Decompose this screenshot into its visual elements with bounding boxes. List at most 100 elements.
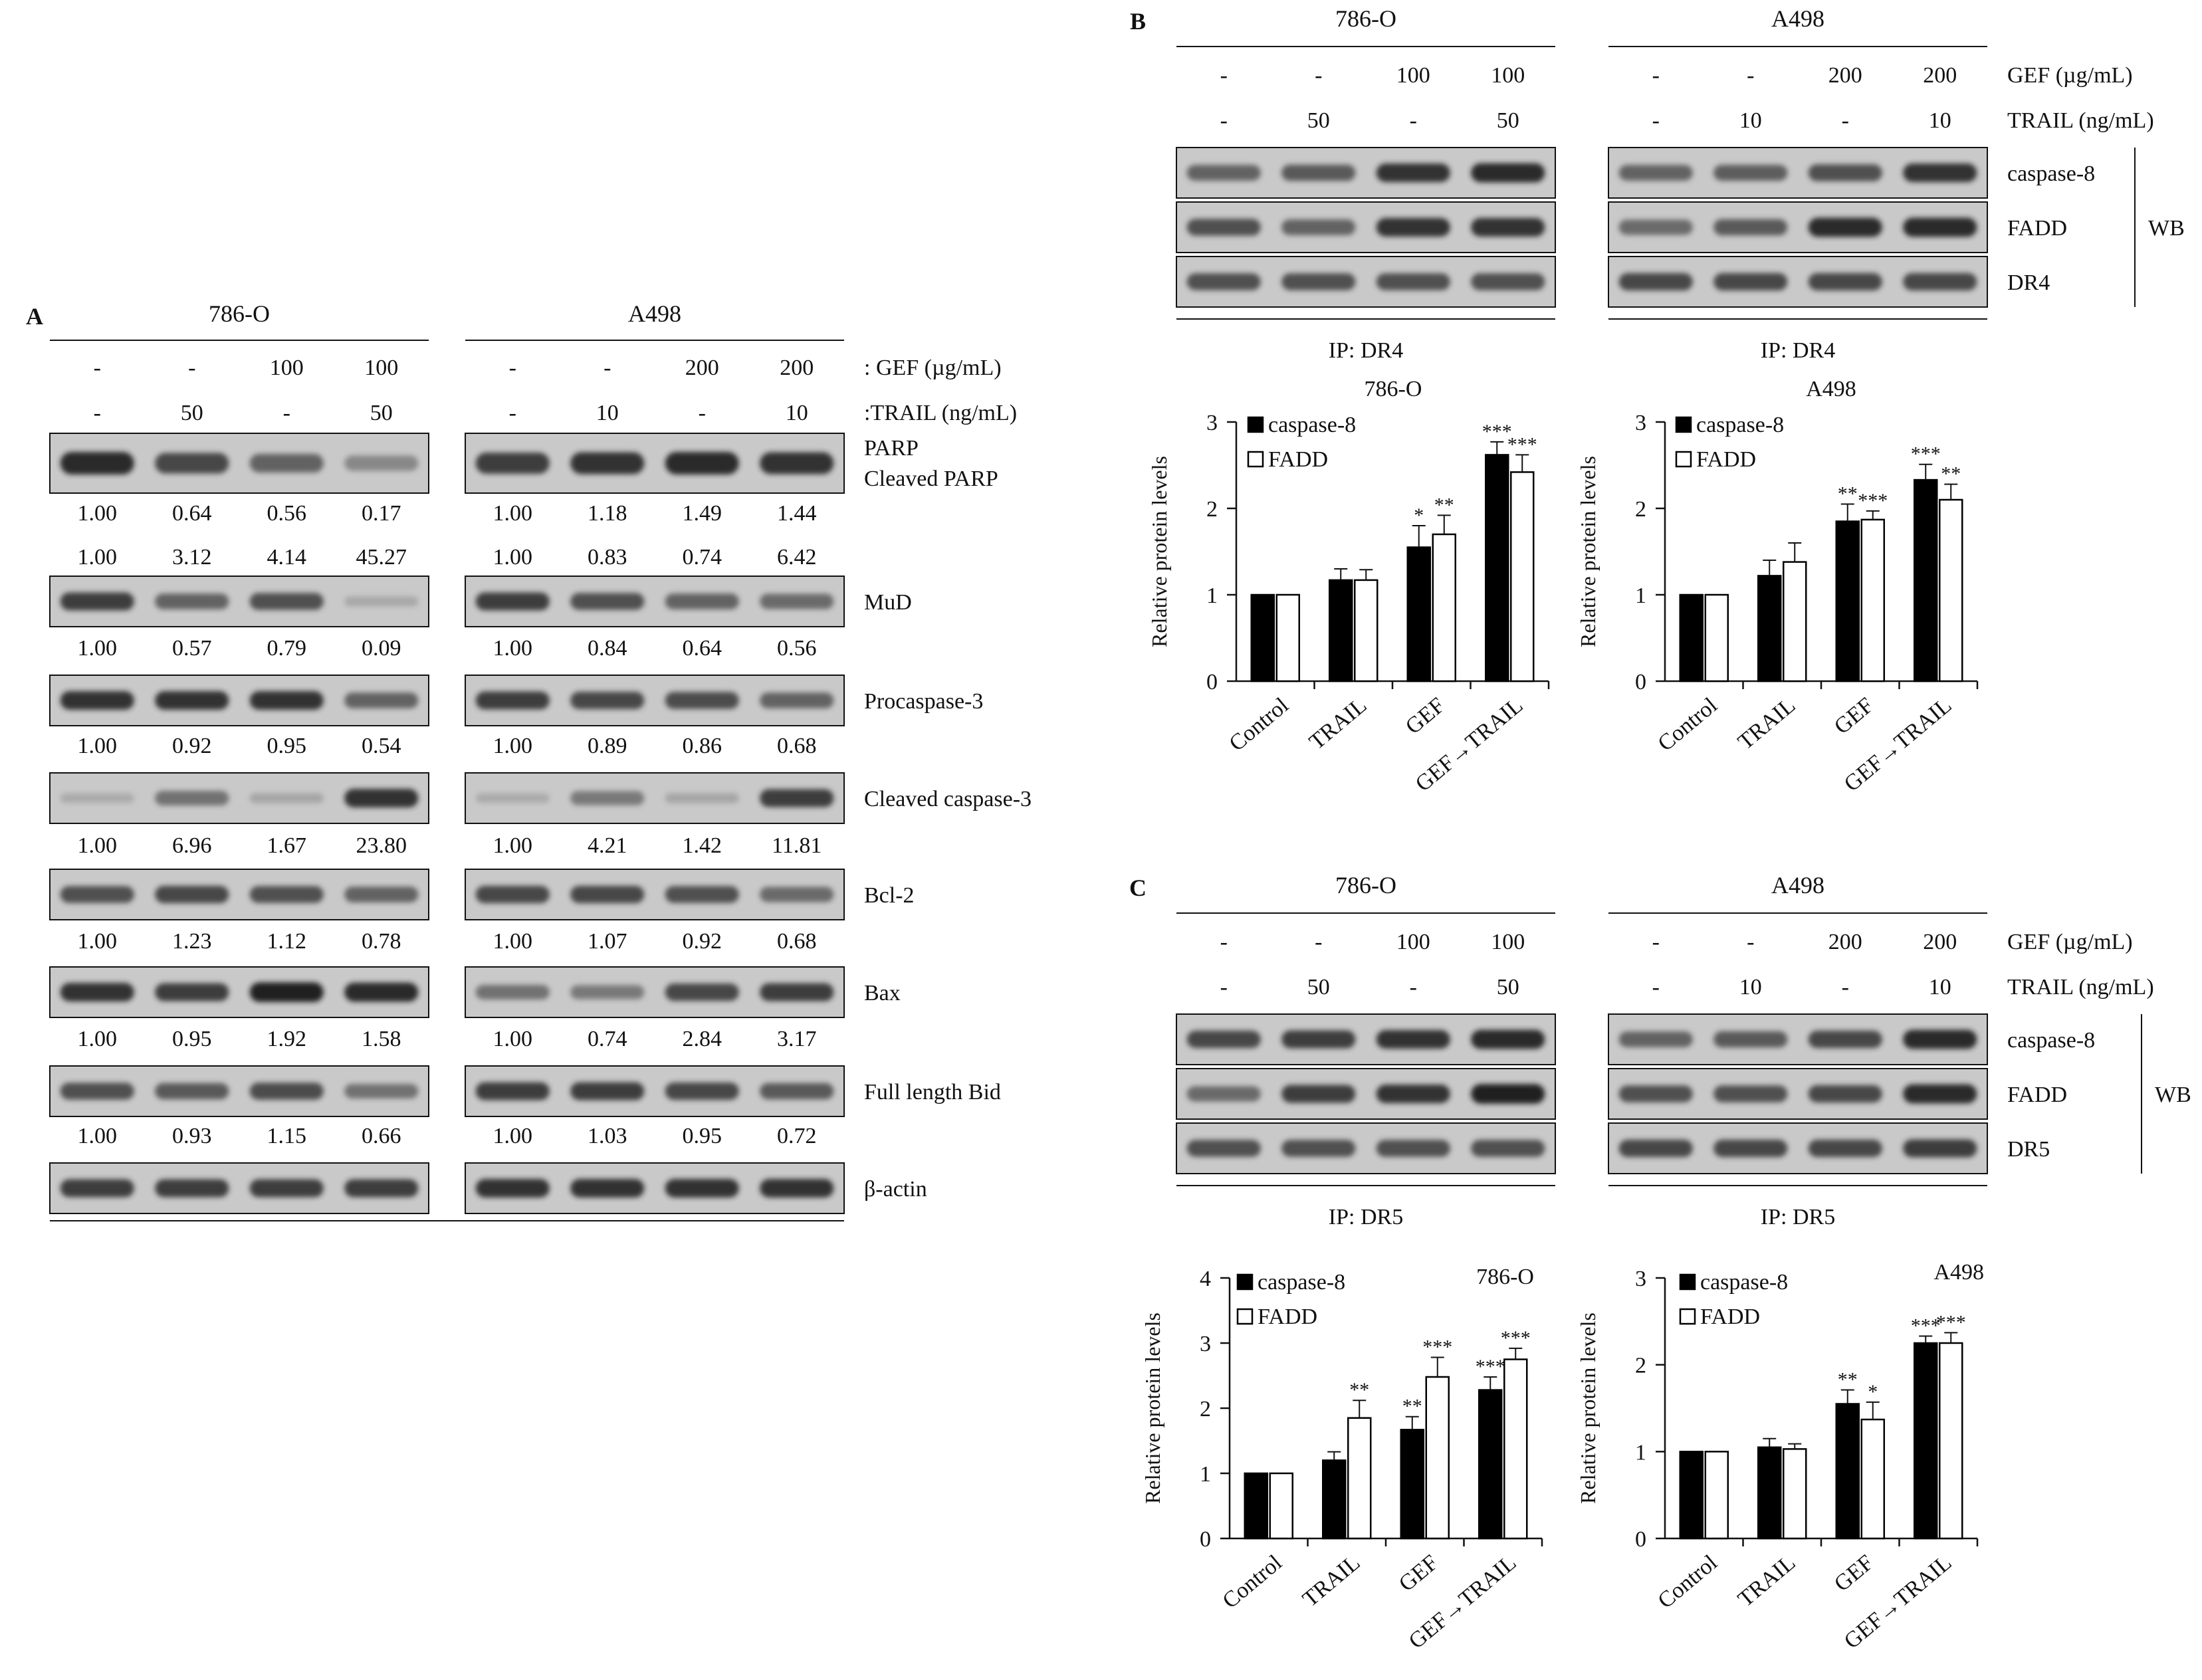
bar-chart: 0 1 2 3 Relative protein levels Control TRAIL *…	[1576, 1260, 1984, 1654]
densitometry-value: 1.00	[493, 1124, 533, 1148]
blot-band	[1808, 272, 1882, 291]
gef-dose: 200	[1828, 930, 1862, 954]
blot-band	[344, 692, 419, 708]
x-tick-label: TRAIL	[1305, 693, 1371, 755]
protein-label: Bcl-2	[864, 883, 915, 908]
blot-band	[665, 1179, 739, 1198]
blot-band	[344, 982, 419, 1002]
bar-caspase-8	[1250, 593, 1275, 682]
densitometry-value: 1.00	[493, 636, 533, 661]
densitometry-value: 1.23	[172, 929, 212, 954]
densitometry-value: 1.67	[267, 833, 307, 858]
densitometry-value: 1.00	[493, 929, 533, 954]
densitometry-value: 0.66	[362, 1124, 401, 1148]
western-blot--actin	[465, 1162, 845, 1214]
legend-entry: FADD	[1268, 447, 1328, 472]
blot-band	[1618, 1085, 1693, 1102]
densitometry-value: 0.84	[588, 636, 627, 661]
western-blot-full-length-bid	[49, 1065, 429, 1117]
western-blot-cleaved-caspase-3	[465, 772, 845, 824]
cell-line-label: 786-O	[1335, 872, 1396, 898]
blot-band	[1808, 217, 1882, 237]
blot-band	[155, 1179, 229, 1198]
trail-dose: -	[1652, 975, 1660, 999]
bar-fadd	[1704, 1451, 1729, 1540]
blot-band	[155, 691, 229, 710]
gef-dose: 200	[1923, 930, 1957, 954]
trail-axis-label: :TRAIL (ng/mL)	[864, 401, 1017, 425]
bar-fadd	[1860, 518, 1885, 682]
significance-mark: **	[1941, 463, 1961, 485]
densitometry-value: 0.92	[172, 734, 212, 758]
densitometry-value: 1.00	[78, 929, 118, 954]
gef-dose: -	[1315, 63, 1322, 88]
gef-dose: -	[509, 356, 516, 380]
bar-caspase-8	[1322, 1459, 1347, 1540]
blot-band	[760, 593, 834, 609]
densitometry-value: 0.17	[362, 501, 401, 526]
bar-caspase-8	[1757, 575, 1782, 682]
densitometry-value: 23.80	[356, 833, 407, 858]
legend-entry: FADD	[1700, 1305, 1760, 1329]
blot-band	[1713, 219, 1788, 236]
densitometry-value: 1.00	[493, 734, 533, 758]
blot-band	[1376, 1030, 1450, 1049]
blot-band	[1903, 272, 1977, 291]
blot-band	[60, 691, 134, 710]
blot-band	[475, 592, 550, 611]
trail-dose: -	[1220, 975, 1228, 999]
blot-band	[760, 983, 834, 1001]
gef-dose: 100	[1491, 930, 1525, 954]
densitometry-value: 2.84	[683, 1027, 722, 1051]
densitometry-value: 1.00	[78, 501, 118, 526]
y-axis-title: Relative protein levels	[1147, 456, 1171, 647]
densitometry-value: 1.00	[493, 1027, 533, 1051]
protein-label: DR4	[2007, 270, 2050, 295]
blot-band	[1471, 1029, 1545, 1049]
blot-band	[344, 887, 419, 902]
blot-band	[344, 789, 419, 807]
densitometry-value: 1.58	[362, 1027, 401, 1051]
x-tick-label: GEF	[1394, 1550, 1443, 1597]
y-tick-label: 0	[1200, 1527, 1211, 1552]
densitometry-value: 0.68	[777, 929, 817, 954]
bar-caspase-8	[1835, 1403, 1860, 1540]
blot-band	[1376, 163, 1450, 182]
cell-line-label: 786-O	[1335, 5, 1396, 32]
x-tick-label: Control	[1218, 1550, 1287, 1614]
panel-letter: C	[1129, 875, 1147, 901]
trail-dose: 50	[1497, 975, 1519, 999]
ip-label: IP: DR5	[1329, 1205, 1403, 1229]
western-blot-caspase-8	[1608, 1013, 1988, 1065]
blot-band	[1808, 1085, 1882, 1103]
densitometry-value: 1.03	[588, 1124, 627, 1148]
x-tick-label: GEF	[1830, 1550, 1878, 1597]
blot-band	[1186, 1030, 1261, 1049]
western-blot-bcl-2	[465, 869, 845, 920]
trail-dose: 10	[596, 401, 619, 425]
blot-band	[760, 692, 834, 708]
y-tick-label: 2	[1635, 1354, 1646, 1378]
y-tick-label: 3	[1200, 1332, 1211, 1356]
blot-band	[1618, 272, 1693, 291]
densitometry-value: 45.27	[356, 545, 407, 570]
blot-band	[1471, 1140, 1545, 1157]
gef-dose: 200	[1828, 63, 1862, 88]
blot-band	[570, 1179, 645, 1198]
densitometry-value: 0.56	[777, 636, 817, 661]
western-blot-full-length-bid	[465, 1065, 845, 1117]
blot-band	[60, 983, 134, 1001]
gef-axis-label: : GEF (µg/mL)	[864, 356, 1002, 380]
significance-mark: **	[1838, 483, 1858, 505]
western-blot-fadd	[1608, 1068, 1988, 1120]
densitometry-value: 6.96	[172, 833, 212, 858]
blot-band	[1808, 1030, 1882, 1049]
y-axis-title: Relative protein levels	[1576, 456, 1600, 647]
protein-label: β-actin	[864, 1177, 927, 1202]
y-tick-label: 3	[1635, 411, 1646, 435]
bar-caspase-8	[1244, 1472, 1268, 1540]
legend-swatch	[1247, 451, 1264, 468]
blot-band	[1471, 163, 1545, 183]
densitometry-value: 0.74	[683, 545, 722, 570]
